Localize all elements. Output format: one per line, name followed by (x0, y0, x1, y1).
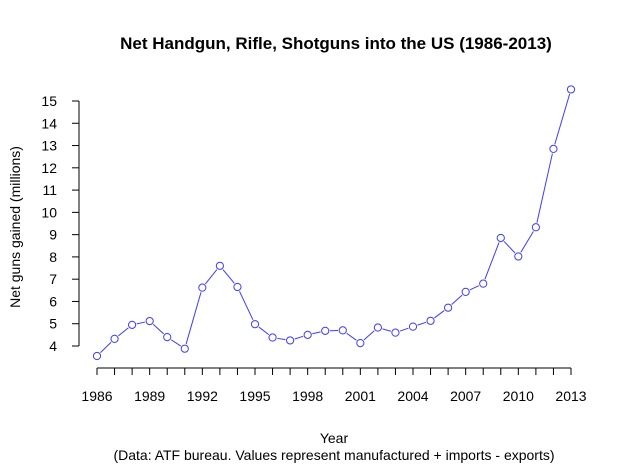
data-point-1995 (250, 320, 260, 329)
chart-note: (Data: ATF bureau. Values represent manu… (113, 447, 554, 463)
data-point-1990 (163, 332, 172, 342)
data-point-1992 (198, 283, 207, 292)
series-line-segment (100, 341, 112, 354)
data-point-1994 (233, 282, 242, 292)
series-line-segment (152, 323, 165, 335)
series-line-segment (554, 93, 571, 145)
data-point-2004 (408, 322, 418, 331)
x-tick-label: 1986 (81, 388, 112, 404)
series-line-segment (204, 269, 218, 285)
data-point-2002 (373, 323, 382, 332)
y-tick-label: 9 (49, 227, 57, 243)
x-axis-label: Year (320, 430, 349, 446)
series-line-segment (503, 241, 516, 254)
y-tick-label: 10 (41, 204, 57, 220)
chart-title: Net Handgun, Rifle, Shotguns into the US… (120, 34, 552, 53)
data-point-2011 (531, 223, 540, 232)
y-ticks: 4 5 6 7 8 9 10 11 12 13 14 15 (41, 93, 79, 354)
x-axis: 1986 1989 1992 1995 1998 2001 2004 2007 2010 2013 (81, 367, 587, 404)
y-tick-label: 5 (49, 316, 57, 332)
y-axis: 4 5 6 7 8 9 10 11 12 13 14 15 (41, 93, 80, 354)
data-point-1998 (303, 330, 312, 339)
data-point-1996 (268, 333, 277, 342)
y-axis-label: Net guns gained (millions) (7, 146, 23, 308)
plot-area (92, 85, 576, 361)
data-point-2005 (426, 316, 435, 325)
series-line-segment (277, 337, 286, 341)
series-line-segment (417, 321, 427, 326)
data-point-2010 (514, 252, 523, 261)
x-tick-label: 2004 (397, 388, 428, 404)
series-line-segment (484, 242, 500, 280)
x-tick-label: 2013 (555, 388, 586, 404)
data-point-1991 (180, 344, 189, 353)
series-line-segment (469, 285, 480, 291)
y-tick-label: 7 (49, 271, 57, 287)
series-line-segment (312, 331, 321, 335)
data-point-1997 (286, 336, 295, 345)
series-line-segment (136, 321, 146, 325)
data-point-2009 (496, 233, 505, 243)
series-line-segment (536, 153, 553, 223)
x-tick-label: 1992 (187, 388, 218, 404)
series-line-segment (294, 335, 304, 340)
data-point-1989 (145, 316, 154, 326)
series-line-segment (346, 332, 357, 341)
series-line-segment (451, 294, 463, 305)
x-ticks: 1986 1989 1992 1995 1998 2001 2004 2007 2010 2013 (81, 368, 587, 404)
x-tick-label: 2001 (345, 388, 376, 404)
x-tick-label: 1995 (239, 388, 270, 404)
y-tick-label: 8 (49, 249, 57, 265)
series-line-segment (170, 339, 182, 347)
data-point-2007 (461, 287, 470, 296)
data-point-2006 (444, 303, 453, 312)
data-point-2008 (479, 279, 488, 288)
y-tick-label: 11 (42, 182, 57, 198)
x-tick-label: 2007 (450, 388, 481, 404)
y-tick-label: 6 (49, 293, 57, 309)
y-tick-label: 14 (41, 115, 57, 131)
x-tick-label: 2010 (503, 388, 534, 404)
series-line-segment (382, 328, 391, 332)
data-point-1986 (92, 351, 102, 361)
data-point-2001 (356, 339, 365, 348)
series-line-segment (520, 231, 534, 253)
series-line-segment (258, 326, 270, 336)
data-point-1988 (128, 320, 137, 329)
data-point-2013 (566, 85, 576, 94)
y-tick-label: 12 (41, 160, 57, 176)
series-line-segment (363, 330, 375, 341)
x-tick-label: 1998 (292, 388, 323, 404)
data-point-2012 (549, 144, 558, 153)
series-line-segment (399, 327, 409, 332)
series-line-segment (222, 269, 235, 284)
x-tick-label: 1989 (134, 388, 165, 404)
y-tick-label: 4 (49, 338, 57, 354)
y-tick-label: 13 (41, 138, 57, 154)
series-line-segment (117, 327, 129, 337)
series-line-segment (434, 310, 445, 319)
series-line-segment (185, 292, 202, 345)
data-point-1993 (215, 261, 224, 270)
data-point-1999 (321, 326, 330, 335)
data-point-2000 (338, 326, 347, 335)
y-tick-label: 15 (41, 93, 57, 109)
data-point-2003 (391, 328, 400, 337)
series-line-segment (239, 291, 254, 321)
data-point-1987 (110, 334, 119, 343)
